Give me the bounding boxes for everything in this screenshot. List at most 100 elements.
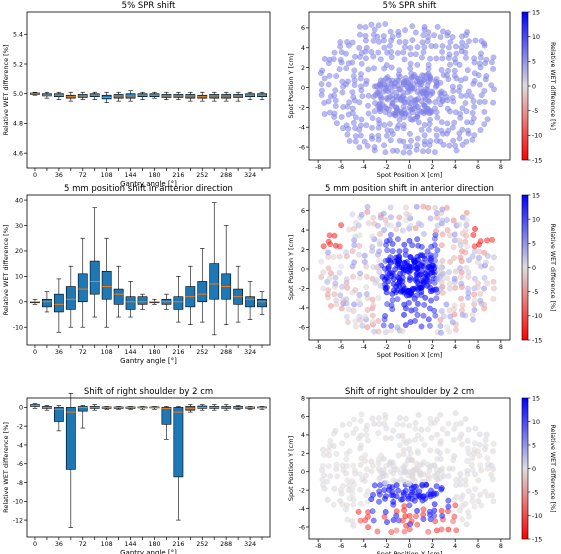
spot-point (490, 54, 497, 61)
spot-point (352, 53, 358, 60)
spot-point (427, 415, 434, 422)
spot-point (401, 503, 408, 509)
spot-point (415, 119, 422, 126)
spot-point (365, 220, 372, 227)
spot-point (325, 98, 332, 105)
y-tick-label: 40 (15, 197, 23, 204)
spot-point (481, 249, 488, 256)
box-36 (53, 405, 64, 432)
spot-point (388, 54, 395, 61)
spot-point (365, 437, 371, 444)
box-234 (185, 404, 196, 413)
spot-point (399, 432, 406, 439)
spot-point (337, 56, 344, 63)
spot-point (344, 502, 350, 509)
spot-point (481, 88, 488, 94)
spot-point (458, 280, 465, 287)
spot-point (375, 328, 382, 335)
spot-point (450, 244, 457, 251)
y-tick-label: -4 (299, 125, 305, 132)
spot-point (431, 307, 438, 314)
colorbar-tick-label: -10 (532, 133, 542, 140)
spot-point (390, 427, 397, 434)
box-270 (209, 404, 220, 411)
spot-point (414, 300, 421, 307)
box-306 (233, 265, 244, 323)
spot-point (375, 49, 382, 56)
spot-point (462, 49, 469, 56)
scatter-panel-3: 5 mm position shift in anterior directio… (287, 184, 556, 359)
spot-point (381, 227, 387, 233)
spot-point (330, 501, 337, 508)
box-body (161, 407, 172, 425)
spot-point (434, 114, 441, 121)
spot-point (459, 105, 466, 112)
spot-point (459, 142, 466, 148)
spot-point (422, 138, 428, 145)
x-tick-label: 2 (430, 344, 434, 351)
y-tick-label: 30 (15, 223, 23, 230)
y-tick-label: -6 (299, 325, 305, 332)
spot-point (387, 28, 394, 35)
spot-point (412, 477, 418, 484)
x-tick-label: -8 (315, 543, 321, 550)
spot-point (388, 214, 394, 221)
spot-point (476, 248, 483, 255)
spot-point (475, 448, 481, 455)
x-tick-label: 108 (101, 172, 113, 179)
spot-point (418, 426, 425, 433)
spot-point (409, 37, 416, 43)
spot-point (376, 238, 383, 245)
spot-point (432, 83, 439, 90)
spot-point (471, 248, 478, 255)
spot-point (445, 473, 452, 479)
spot-point (463, 265, 470, 271)
spot-point (387, 270, 393, 277)
spot-point (376, 269, 383, 276)
spot-point (489, 59, 495, 66)
y-tick-label: -4 (17, 442, 23, 449)
spot-point (457, 476, 464, 483)
box-234 (185, 265, 196, 325)
colorbar (521, 397, 529, 540)
x-tick-label: 180 (148, 349, 160, 356)
spot-point (433, 416, 440, 423)
spot-point (451, 513, 458, 520)
spot-point (476, 60, 483, 67)
spot-point (468, 93, 475, 100)
spot-point (483, 73, 490, 79)
spot-point (382, 329, 389, 336)
spot-point (338, 222, 345, 229)
spot-point (438, 329, 444, 336)
spot-point (458, 93, 465, 99)
spot-point (395, 221, 402, 228)
spot-point (481, 40, 488, 47)
spot-point (375, 415, 382, 422)
spot-point (432, 105, 438, 112)
spot-point (382, 84, 388, 91)
spot-point (439, 55, 446, 62)
spot-point (332, 97, 339, 104)
spot-point (452, 143, 459, 149)
spot-point (414, 142, 421, 149)
spot-point (429, 88, 436, 95)
x-tick-label: 0 (33, 172, 37, 179)
y-tick-label: -6 (299, 524, 305, 531)
spot-point (437, 317, 444, 323)
spot-point (365, 488, 371, 495)
plot-frame (26, 397, 271, 538)
y-tick-label: 6 (301, 208, 305, 215)
spot-point (476, 81, 483, 88)
spot-point (439, 426, 446, 432)
colorbar-tick-label: 0 (532, 466, 536, 473)
x-tick-label: 6 (476, 543, 480, 550)
colorbar-tick-label: 15 (532, 192, 540, 199)
spot-point (463, 232, 470, 239)
spot-point (363, 432, 370, 438)
spot-point (350, 430, 357, 436)
spot-point (457, 274, 464, 281)
spot-point (401, 56, 408, 63)
spot-point (477, 297, 484, 304)
spot-point (338, 114, 345, 120)
spot-point (375, 222, 381, 229)
